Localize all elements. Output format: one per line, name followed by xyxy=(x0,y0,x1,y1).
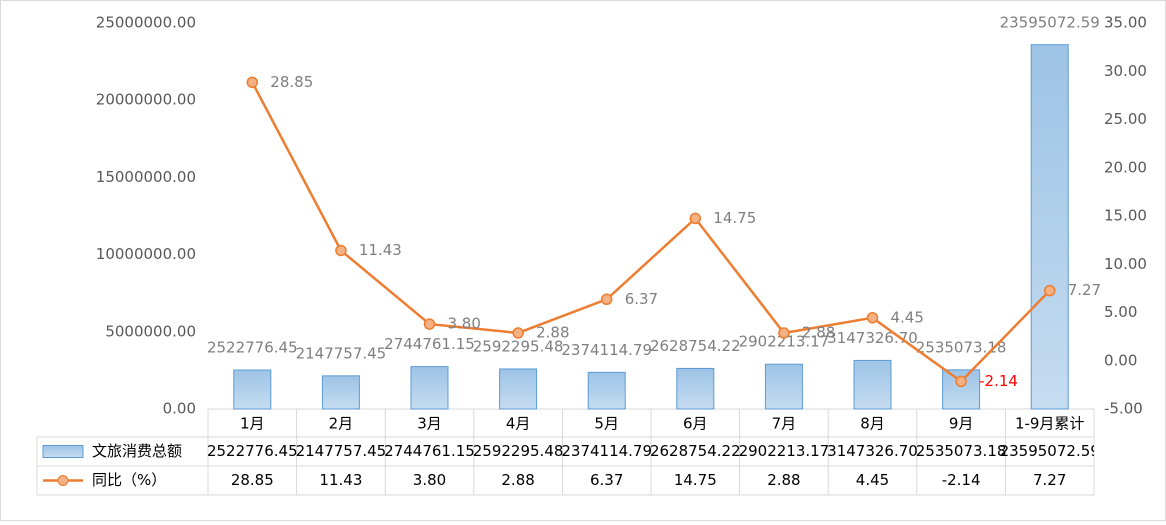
legend-marker xyxy=(57,475,69,486)
x-tick-label: 8月 xyxy=(860,415,885,433)
bar-value-label: 2902213.17 xyxy=(739,333,830,351)
line-marker xyxy=(246,76,259,89)
line xyxy=(251,81,1051,384)
table-cell: 2.88 xyxy=(767,471,800,489)
bar xyxy=(233,369,272,410)
table-cell: 23595072.59 xyxy=(1000,442,1100,460)
x-tick-label: 9月 xyxy=(949,415,974,433)
table-cell: 4.45 xyxy=(856,471,889,489)
y2-tick-label: 35.00 xyxy=(1104,14,1147,32)
line-value-label: 14.75 xyxy=(713,209,756,227)
table-cell: 2628754.22 xyxy=(650,442,741,460)
bar-value-label: 2628754.22 xyxy=(650,337,741,355)
bar-value-label: 23595072.59 xyxy=(1000,14,1100,32)
bar xyxy=(587,371,626,410)
table-cell: 2902213.17 xyxy=(739,442,830,460)
x-tick-label: 1月 xyxy=(240,415,265,433)
table-body: 2522776.452147757.452744761.152592295.48… xyxy=(207,442,1100,489)
x-tick-label: 7月 xyxy=(772,415,797,433)
y2-tick-label: -5.00 xyxy=(1104,400,1143,418)
legend-label: 同比（%） xyxy=(92,471,166,489)
table-cell: 11.43 xyxy=(319,471,362,489)
x-tick-label: 4月 xyxy=(506,415,531,433)
bar xyxy=(853,359,892,410)
table-cell: 2535073.18 xyxy=(916,442,1007,460)
y-tick-label: 25000000.00 xyxy=(96,14,196,32)
table-cell: 2744761.15 xyxy=(384,442,475,460)
table-cell: 28.85 xyxy=(231,471,274,489)
table-cell: 2.88 xyxy=(501,471,534,489)
y2-tick-label: 25.00 xyxy=(1104,110,1147,128)
line-value-label: 11.43 xyxy=(359,241,402,259)
line-marker xyxy=(600,293,613,306)
line-marker xyxy=(866,312,879,324)
bar xyxy=(499,368,538,410)
y-tick-label: 0.00 xyxy=(163,400,196,418)
line-value-label: 6.37 xyxy=(625,290,658,308)
line-marker xyxy=(689,212,702,225)
x-tick-label: 6月 xyxy=(683,415,708,433)
legend-label: 文旅消费总额 xyxy=(92,442,182,460)
table-cell: 2147757.45 xyxy=(296,442,387,460)
x-tick-label: 5月 xyxy=(594,415,619,433)
y-tick-label: 10000000.00 xyxy=(96,245,196,263)
y2-tick-label: 20.00 xyxy=(1104,158,1147,176)
bar-value-label: 2744761.15 xyxy=(384,335,475,353)
line-value-label: 4.45 xyxy=(891,308,924,326)
table-cell: 6.37 xyxy=(590,471,623,489)
y2-tick-label: 0.00 xyxy=(1104,351,1137,369)
line-value-label: 2.88 xyxy=(802,323,835,341)
table-cell: 3147326.70 xyxy=(827,442,918,460)
bar xyxy=(410,366,449,410)
y2-tick-label: 10.00 xyxy=(1104,255,1147,273)
bar-value-label: 2592295.48 xyxy=(473,337,564,355)
y2-tick-label: 5.00 xyxy=(1104,303,1137,321)
table-cell: 2592295.48 xyxy=(473,442,564,460)
bar-value-label: 2374114.79 xyxy=(561,341,652,359)
x-tick-label: 3月 xyxy=(417,415,442,433)
bar-value-label: 3147326.70 xyxy=(827,329,918,347)
table-cell: 7.27 xyxy=(1033,471,1066,489)
line-marker xyxy=(1043,284,1056,297)
line-value-label: -2.14 xyxy=(979,372,1018,390)
bar-value-label: 2535073.18 xyxy=(916,338,1007,356)
bar-value-label: 2522776.45 xyxy=(207,339,298,357)
line-marker xyxy=(512,327,524,339)
y2-tick-label: 30.00 xyxy=(1104,62,1147,80)
y-tick-label: 20000000.00 xyxy=(96,91,196,109)
table-cell: 3.80 xyxy=(413,471,446,489)
x-tick-label: 1-9月累计 xyxy=(1015,415,1085,433)
bar xyxy=(1030,44,1069,410)
line-value-label: 3.80 xyxy=(448,315,481,333)
y-tick-label: 15000000.00 xyxy=(96,168,196,186)
line-value-label: 2.88 xyxy=(536,323,569,341)
legend-swatch xyxy=(42,445,84,458)
table-cell: -2.14 xyxy=(942,471,981,489)
table-cell: 14.75 xyxy=(674,471,717,489)
y2-tick-label: 15.00 xyxy=(1104,207,1147,225)
line-marker xyxy=(778,327,790,339)
bar xyxy=(676,367,715,410)
line-marker xyxy=(335,244,347,257)
bar-value-label: 2147757.45 xyxy=(296,344,387,362)
x-tick-label: 2月 xyxy=(329,415,354,433)
table-cell: 2374114.79 xyxy=(561,442,652,460)
line-marker xyxy=(423,318,436,330)
bar xyxy=(764,363,803,410)
table-cell: 2522776.45 xyxy=(207,442,298,460)
bar xyxy=(321,375,360,410)
line-value-label: 7.27 xyxy=(1068,281,1101,299)
line-value-label: 28.85 xyxy=(270,73,313,91)
y-tick-label: 5000000.00 xyxy=(105,322,196,340)
line-marker xyxy=(955,375,967,388)
